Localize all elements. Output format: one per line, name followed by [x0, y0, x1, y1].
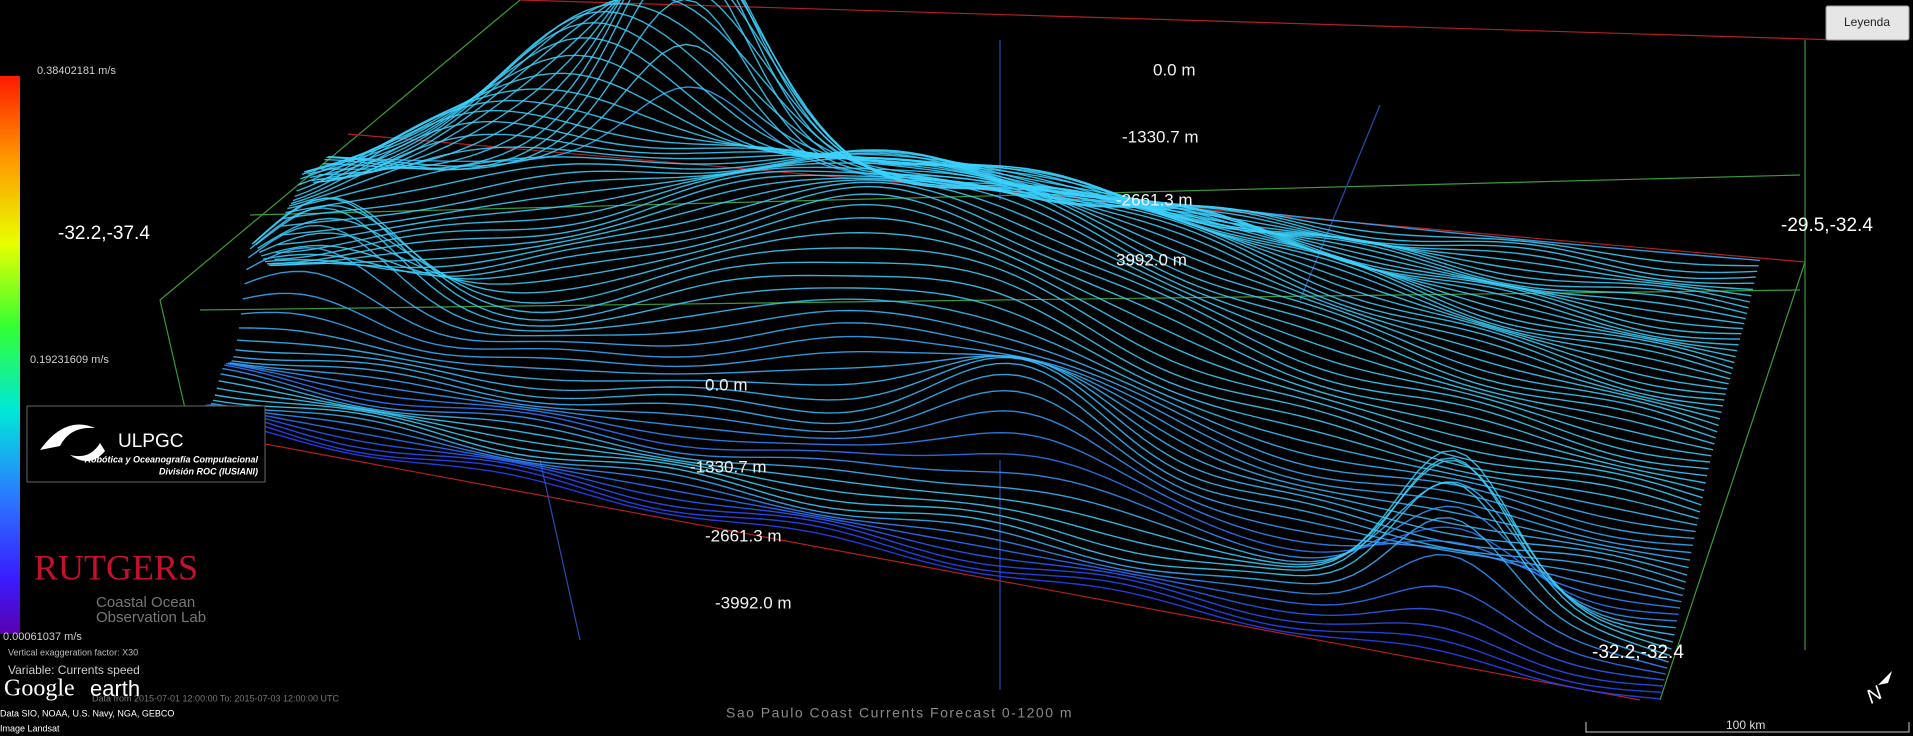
contour-line — [212, 399, 1671, 657]
depth-label: 0.0 m — [1153, 60, 1196, 79]
contour-line — [322, 0, 1755, 285]
contour-line — [301, 54, 1739, 346]
colorbar-min: 0.00061037 m/s — [3, 631, 82, 643]
contour-line — [231, 360, 1685, 590]
contour-line — [253, 197, 1702, 506]
contour-line — [283, 149, 1725, 401]
contour-line — [264, 185, 1711, 463]
contour-line — [290, 133, 1731, 380]
title: Sao Paulo Coast Currents Forecast 0-1200… — [726, 705, 1073, 721]
credits: Data SIO, NOAA, U.S. Navy, NGA, GEBCO — [0, 708, 174, 718]
depth-label: -2661.3 m — [705, 526, 782, 545]
info-text: Vertical exaggeration factor: X30 — [8, 647, 138, 657]
contour-line — [247, 224, 1698, 526]
contour-line — [259, 217, 1706, 484]
contour-line — [199, 414, 1661, 700]
rutgers-logo: RUTGERS — [34, 547, 198, 587]
box-edge — [539, 459, 581, 641]
colorbar-max: 0.38402181 m/s — [37, 65, 116, 77]
contour-line — [329, 86, 1761, 262]
title-bg — [689, 693, 1415, 736]
contour-line — [277, 162, 1721, 420]
depth-label: -1330.7 m — [1122, 127, 1199, 146]
depth-label: -2661.3 m — [1116, 190, 1193, 209]
contour-line — [255, 204, 1704, 499]
info-text: Variable: Currents speed — [8, 663, 140, 677]
colorbar-mid: 0.19231609 m/s — [30, 354, 109, 366]
contour-line — [285, 149, 1726, 395]
contour-line — [288, 146, 1729, 385]
logo-text: Robótica y Oceanografía Computacional — [84, 454, 258, 464]
contour-line — [298, 88, 1736, 358]
contour-line — [207, 404, 1666, 675]
corner-label: -32.2,-37.4 — [58, 223, 150, 244]
legend-button-label[interactable]: Leyenda — [1844, 15, 1890, 29]
contour-line — [235, 349, 1688, 576]
contour-line — [292, 120, 1732, 375]
google-logo: Google — [4, 676, 75, 702]
credits: Image Landsat — [0, 723, 60, 733]
contour-line — [203, 405, 1663, 687]
contour-line — [272, 174, 1716, 439]
contour-line — [242, 292, 1693, 546]
scale-bar — [1585, 722, 1910, 733]
contour-line — [266, 181, 1712, 457]
box-edge — [159, 0, 521, 301]
google-logo: earth — [90, 676, 140, 701]
info-text: Data from 2015-07-01 12:00:00 To: 2015-0… — [92, 693, 339, 703]
rutgers-text: Coastal Ocean — [96, 594, 195, 611]
box-edge — [189, 429, 1641, 701]
contour-line — [237, 339, 1689, 569]
corner-label: -29.5,-32.4 — [1781, 215, 1873, 236]
depth-label: 0.0 m — [705, 375, 748, 394]
depth-label: -3992.0 m — [715, 593, 792, 612]
contour-line — [227, 362, 1682, 603]
contour-line — [218, 380, 1675, 636]
contour-line — [244, 270, 1695, 539]
contour-line — [261, 203, 1708, 477]
contour-line — [222, 367, 1678, 622]
contour-line — [216, 387, 1674, 643]
contour-line — [251, 197, 1701, 513]
contour-line — [238, 327, 1691, 561]
terrain-contours — [199, 0, 1761, 700]
logo-mark — [40, 424, 105, 462]
contour-line — [274, 170, 1718, 433]
contour-line — [229, 362, 1684, 597]
depth-label: -1330.7 m — [690, 457, 767, 476]
colorbar — [0, 76, 20, 634]
contour-line — [270, 177, 1715, 445]
contour-line — [210, 402, 1669, 663]
legend-button-bg[interactable] — [1825, 5, 1910, 41]
contour-line — [223, 364, 1679, 615]
contour-line — [205, 404, 1665, 681]
contour-line — [262, 193, 1709, 470]
contour-line — [257, 217, 1705, 492]
scale-label: 100 km — [1726, 718, 1765, 732]
corner-label: -32.2,-32.4 — [1592, 642, 1684, 663]
contour-line — [209, 404, 1668, 669]
box-edge — [1659, 261, 1806, 701]
contour-line — [303, 37, 1741, 340]
contour-line — [225, 362, 1681, 609]
contour-line — [214, 394, 1672, 650]
contour-line — [249, 207, 1699, 520]
compass-arrow — [1878, 671, 1892, 685]
contour-line — [300, 72, 1738, 352]
contour-line — [240, 311, 1692, 554]
contour-line — [276, 166, 1719, 427]
ulpgc-logo: ULPGC Robótica y Oceanografía Computacio… — [26, 405, 266, 483]
contour-line — [201, 409, 1662, 693]
legend-button[interactable]: Leyenda — [1825, 5, 1910, 41]
rutgers-text: Observation Lab — [96, 609, 206, 626]
logo-frame — [26, 405, 266, 483]
depth-label: 3992.0 m — [1116, 250, 1187, 269]
contour-line — [320, 0, 1753, 291]
logo-name: ULPGC — [118, 431, 183, 452]
contour-line — [287, 150, 1728, 390]
contour-line — [246, 246, 1696, 533]
contour-line — [268, 179, 1714, 451]
logo-text: División ROC (IUSIANI) — [159, 466, 258, 476]
